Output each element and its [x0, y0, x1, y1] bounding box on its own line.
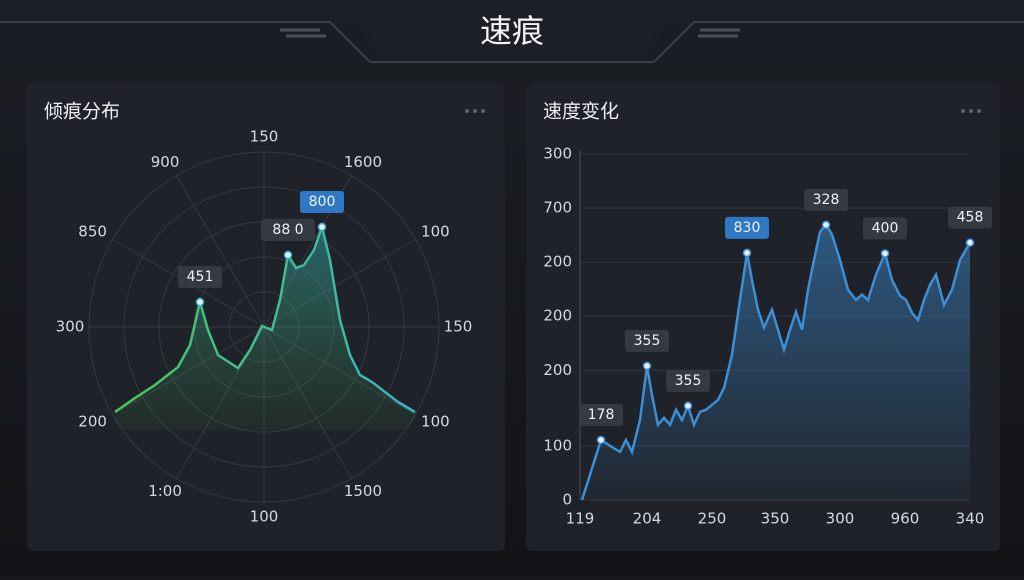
y-tick-label: 200: [543, 307, 572, 325]
data-label-box: [579, 403, 623, 426]
data-point: [880, 249, 890, 258]
data-label: 328: [813, 192, 840, 208]
data-point: [283, 250, 293, 260]
x-tick-label: 350: [761, 510, 790, 528]
panel-title: 倾痕分布: [44, 101, 120, 123]
y-tick-label: 200: [543, 361, 572, 379]
data-point: [596, 435, 606, 445]
page-title: 速痕: [480, 12, 544, 50]
data-label-box: [261, 219, 315, 241]
angle-label: 1:00: [148, 482, 182, 500]
data-label: 458: [957, 210, 984, 226]
data-label: 800: [309, 194, 336, 210]
x-tick-label: 960: [891, 510, 920, 528]
data-point: [195, 297, 205, 307]
data-label: 178: [588, 407, 615, 423]
menu-button[interactable]: [465, 109, 485, 113]
angle-label: 1500: [344, 482, 382, 500]
data-point: [642, 361, 652, 371]
data-label-box: [863, 217, 907, 240]
area: [582, 224, 970, 500]
angle-label: 200: [78, 413, 107, 431]
polar-spoke: [176, 175, 265, 328]
x-tick-label: 250: [698, 510, 727, 528]
menu-button[interactable]: [961, 109, 981, 113]
line: [580, 222, 972, 501]
data-point: [683, 401, 693, 411]
panel-title: 速度变化: [543, 101, 619, 123]
angle-label: 300: [56, 318, 85, 336]
x-tick-label: 300: [826, 510, 855, 528]
angle-label: 150: [444, 318, 473, 336]
header-deco: [280, 28, 740, 38]
x-tick-label: 119: [566, 510, 595, 528]
data-label: 355: [634, 333, 661, 349]
y-tick-label: 700: [543, 199, 572, 217]
angle-label: 850: [78, 223, 107, 241]
data-point: [317, 222, 327, 232]
y-tick-label: 300: [543, 145, 572, 163]
angle-label: 900: [151, 153, 180, 171]
data-label: 400: [872, 220, 899, 236]
data-label: 830: [734, 220, 761, 236]
plot-area: [114, 222, 416, 430]
header-frame: [0, 21, 1024, 63]
angle-label: 100: [421, 413, 450, 431]
data-label-box: [178, 266, 222, 288]
line: [114, 222, 416, 414]
data-label: 88 0: [272, 222, 303, 238]
x-tick-label: 204: [633, 510, 662, 528]
data-label-box: [300, 191, 344, 213]
panel: [27, 83, 505, 551]
angle-label: 100: [250, 508, 279, 526]
data-label-box: [948, 206, 992, 229]
data-point: [742, 248, 752, 258]
header-plate: [340, 0, 684, 52]
data-label-box: [725, 216, 769, 239]
data-label-box: [625, 329, 669, 352]
data-label: 451: [187, 269, 214, 285]
data-point: [821, 220, 831, 230]
data-point: [965, 238, 975, 247]
y-tick-label: 200: [543, 253, 572, 271]
angle-label: 1600: [344, 153, 382, 171]
data-label-box: [804, 188, 848, 211]
y-tick-label: 100: [543, 436, 572, 454]
y-tick-label: 0: [562, 491, 572, 509]
data-label: 355: [675, 373, 702, 389]
angle-label: 150: [250, 128, 279, 146]
angle-label: 100: [421, 223, 450, 241]
data-label-box: [666, 369, 710, 392]
x-tick-label: 340: [956, 510, 985, 528]
